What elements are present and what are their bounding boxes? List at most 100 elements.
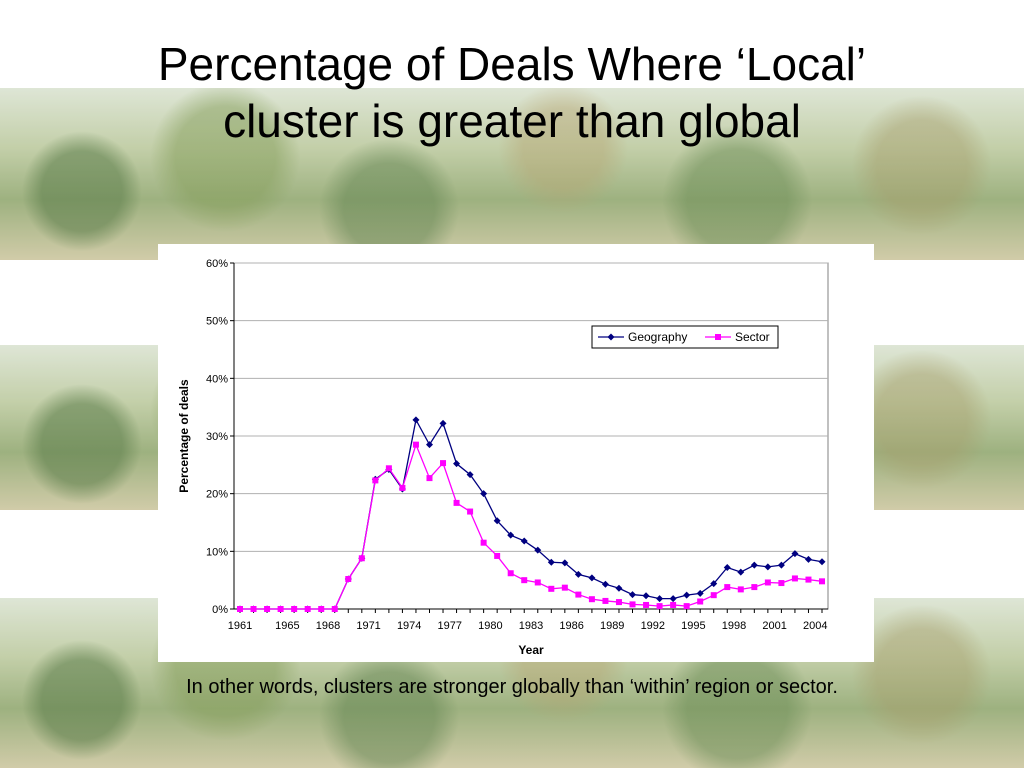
data-point-sector	[724, 584, 731, 591]
data-point-geography	[764, 563, 772, 571]
data-point-sector	[791, 575, 798, 582]
x-tick-label: 2004	[803, 620, 827, 632]
data-point-sector	[615, 599, 622, 606]
x-tick-label: 1989	[600, 620, 624, 632]
data-point-sector	[345, 576, 352, 583]
x-tick-label: 1961	[228, 620, 252, 632]
y-tick-label: 50%	[206, 316, 228, 328]
x-tick-label: 1995	[681, 620, 705, 632]
x-tick-label: 1968	[316, 620, 340, 632]
data-point-sector	[534, 579, 541, 586]
data-point-geography	[493, 517, 501, 525]
slide-caption: In other words, clusters are stronger gl…	[186, 676, 838, 698]
data-point-sector	[805, 576, 812, 583]
data-point-sector	[291, 606, 298, 612]
x-tick-label: 1965	[275, 620, 299, 632]
y-tick-label: 40%	[206, 373, 228, 385]
data-point-geography	[669, 595, 677, 603]
x-tick-label: 2001	[762, 620, 786, 632]
data-point-geography	[737, 568, 745, 576]
data-point-geography	[750, 561, 758, 569]
data-point-geography	[425, 441, 433, 449]
data-point-geography	[520, 537, 528, 545]
x-tick-label: 1992	[641, 620, 665, 632]
x-tick-label: 1986	[559, 620, 583, 632]
data-point-sector	[656, 603, 663, 610]
data-point-sector	[710, 592, 717, 599]
x-tick-label: 1971	[356, 620, 380, 632]
data-point-geography	[561, 559, 569, 567]
data-point-geography	[574, 570, 582, 578]
data-point-sector	[277, 606, 284, 612]
data-point-geography	[588, 574, 596, 582]
data-point-sector	[683, 603, 690, 610]
data-point-sector	[440, 460, 447, 467]
x-tick-label: 1980	[478, 620, 502, 632]
data-point-geography	[439, 419, 447, 427]
legend-label: Sector	[735, 330, 770, 344]
legend	[591, 325, 779, 349]
legend-label: Geography	[628, 330, 687, 344]
data-point-sector	[643, 601, 650, 608]
y-tick-label: 30%	[206, 431, 228, 443]
data-point-sector	[507, 570, 514, 577]
data-point-sector	[588, 596, 595, 603]
data-point-sector	[480, 539, 487, 546]
data-point-sector	[764, 579, 771, 586]
y-tick-label: 0%	[212, 604, 228, 616]
y-axis-title: Percentage of deals	[177, 379, 191, 493]
data-point-sector	[602, 597, 609, 604]
data-point-geography	[534, 546, 542, 554]
x-tick-label: 1977	[438, 620, 462, 632]
x-axis-title: Year	[518, 643, 544, 657]
data-point-geography	[480, 490, 488, 498]
chart-panel: 0% 10% 20% 30% 40% 50% 60% 1961 1965 1968 1971 1974…	[158, 244, 874, 662]
data-point-sector	[548, 585, 555, 592]
data-point-geography	[723, 563, 731, 571]
data-point-geography	[818, 558, 826, 566]
data-point-geography	[696, 589, 704, 597]
x-tick-label: 1998	[722, 620, 746, 632]
data-point-sector	[670, 601, 677, 608]
data-point-geography	[601, 580, 609, 588]
line-chart: 0% 10% 20% 30% 40% 50% 60% 1961 1965 1968 1971 1974…	[177, 258, 829, 657]
data-point-sector	[819, 578, 825, 585]
data-point-geography	[642, 592, 650, 600]
data-point-geography	[412, 416, 420, 424]
data-point-sector	[399, 484, 406, 491]
data-point-geography	[777, 561, 785, 569]
data-point-sector	[494, 552, 501, 559]
data-point-sector	[372, 477, 379, 484]
data-point-geography	[710, 580, 718, 588]
data-point-sector	[264, 606, 271, 612]
legend-swatch-marker	[715, 334, 721, 340]
data-point-sector	[385, 465, 392, 472]
data-point-geography	[453, 460, 461, 468]
y-tick-label: 10%	[206, 546, 228, 558]
data-point-sector	[467, 508, 474, 515]
x-tick-label: 1974	[397, 620, 421, 632]
data-point-sector	[453, 499, 460, 506]
data-point-sector	[778, 580, 785, 587]
title-line-2: cluster is greater than global	[223, 95, 801, 147]
data-point-geography	[656, 595, 664, 603]
data-point-geography	[791, 550, 799, 558]
data-point-geography	[615, 584, 623, 592]
data-point-sector	[521, 577, 528, 584]
title-line-1: Percentage of Deals Where ‘Local’	[157, 38, 867, 90]
data-point-sector	[737, 586, 744, 593]
data-point-geography	[629, 591, 637, 599]
data-point-geography	[507, 531, 515, 539]
data-point-sector	[237, 606, 243, 612]
data-point-sector	[575, 591, 582, 598]
data-point-sector	[304, 606, 311, 612]
background-photo-band	[0, 88, 1024, 260]
data-point-sector	[426, 475, 433, 482]
data-point-sector	[751, 584, 758, 591]
data-point-sector	[358, 555, 365, 562]
data-point-sector	[629, 601, 636, 608]
data-point-geography	[547, 558, 555, 566]
data-point-sector	[250, 606, 257, 612]
data-point-sector	[412, 441, 419, 448]
data-point-sector	[697, 598, 704, 605]
